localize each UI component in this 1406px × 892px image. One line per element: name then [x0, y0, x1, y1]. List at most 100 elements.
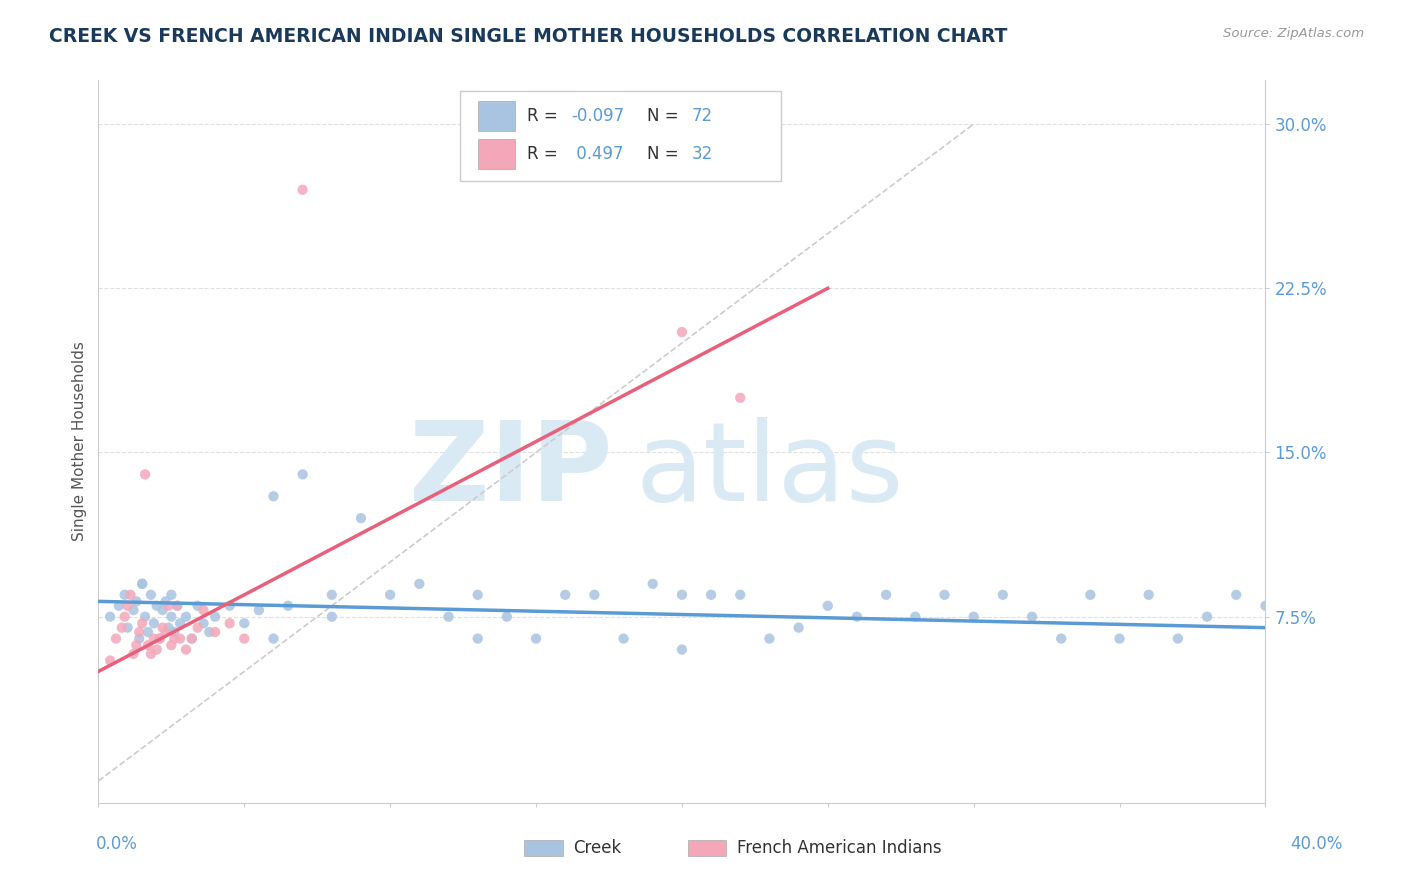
Text: atlas: atlas	[636, 417, 904, 524]
Point	[174, 609, 197, 624]
Point	[187, 621, 209, 635]
Point	[991, 588, 1014, 602]
Point	[152, 603, 174, 617]
Point	[1225, 588, 1247, 602]
Text: French American Indians: French American Indians	[737, 838, 942, 856]
Point	[117, 621, 139, 635]
Y-axis label: Single Mother Households: Single Mother Households	[72, 342, 87, 541]
Point	[157, 599, 180, 613]
Point	[155, 625, 177, 640]
Point	[496, 609, 519, 624]
Point	[120, 588, 142, 602]
Text: 40.0%: 40.0%	[1291, 835, 1343, 853]
Point	[155, 594, 177, 608]
Point	[875, 588, 897, 602]
Text: Source: ZipAtlas.com: Source: ZipAtlas.com	[1223, 27, 1364, 40]
Point	[163, 632, 186, 646]
Point	[1195, 609, 1218, 624]
Point	[160, 588, 183, 602]
Text: 0.497: 0.497	[571, 145, 623, 163]
Point	[467, 632, 489, 646]
Point	[193, 603, 215, 617]
Text: 72: 72	[692, 107, 713, 125]
Text: N =: N =	[647, 107, 683, 125]
Point	[247, 603, 270, 617]
Point	[612, 632, 634, 646]
Point	[139, 647, 162, 661]
Point	[1050, 632, 1073, 646]
Point	[467, 588, 489, 602]
Point	[846, 609, 869, 624]
Point	[1167, 632, 1189, 646]
Point	[904, 609, 927, 624]
Text: R =: R =	[527, 145, 562, 163]
Point	[350, 511, 373, 525]
Text: -0.097: -0.097	[571, 107, 624, 125]
Point	[408, 577, 430, 591]
Point	[136, 625, 159, 640]
Point	[114, 609, 136, 624]
FancyBboxPatch shape	[688, 839, 727, 855]
Point	[262, 489, 284, 503]
Point	[204, 609, 226, 624]
Point	[128, 625, 150, 640]
FancyBboxPatch shape	[478, 139, 515, 169]
Point	[671, 325, 693, 339]
Point	[291, 467, 314, 482]
Point	[1021, 609, 1043, 624]
Point	[111, 621, 134, 635]
Text: N =: N =	[647, 145, 683, 163]
Point	[114, 588, 136, 602]
Point	[152, 621, 174, 635]
Point	[233, 616, 256, 631]
Point	[321, 609, 343, 624]
Point	[218, 616, 240, 631]
Point	[193, 616, 215, 631]
Point	[730, 391, 752, 405]
Point	[671, 642, 693, 657]
Point	[122, 647, 145, 661]
Point	[180, 632, 202, 646]
Point	[700, 588, 723, 602]
Point	[233, 632, 256, 646]
Point	[321, 588, 343, 602]
Point	[380, 588, 402, 602]
Text: R =: R =	[527, 107, 562, 125]
Point	[641, 577, 664, 591]
Point	[204, 625, 226, 640]
Point	[1254, 599, 1277, 613]
Point	[117, 599, 139, 613]
Point	[139, 588, 162, 602]
FancyBboxPatch shape	[478, 101, 515, 131]
Point	[142, 616, 165, 631]
Point	[817, 599, 839, 613]
Point	[157, 621, 180, 635]
Point	[125, 594, 148, 608]
Point	[122, 603, 145, 617]
Point	[524, 632, 547, 646]
Point	[125, 638, 148, 652]
Point	[131, 577, 153, 591]
Point	[198, 625, 221, 640]
Point	[134, 609, 156, 624]
Point	[962, 609, 984, 624]
Point	[149, 632, 172, 646]
Text: ZIP: ZIP	[409, 417, 612, 524]
Point	[131, 616, 153, 631]
Point	[1080, 588, 1102, 602]
Point	[146, 642, 169, 657]
Text: 0.0%: 0.0%	[96, 835, 138, 853]
Point	[160, 638, 183, 652]
Point	[1137, 588, 1160, 602]
Point	[291, 183, 314, 197]
Point	[169, 616, 191, 631]
Point	[437, 609, 460, 624]
Point	[218, 599, 240, 613]
Point	[583, 588, 606, 602]
Text: CREEK VS FRENCH AMERICAN INDIAN SINGLE MOTHER HOUSEHOLDS CORRELATION CHART: CREEK VS FRENCH AMERICAN INDIAN SINGLE M…	[49, 27, 1008, 45]
Point	[146, 599, 169, 613]
Point	[671, 588, 693, 602]
Point	[166, 599, 188, 613]
Point	[180, 632, 202, 646]
Point	[149, 632, 172, 646]
